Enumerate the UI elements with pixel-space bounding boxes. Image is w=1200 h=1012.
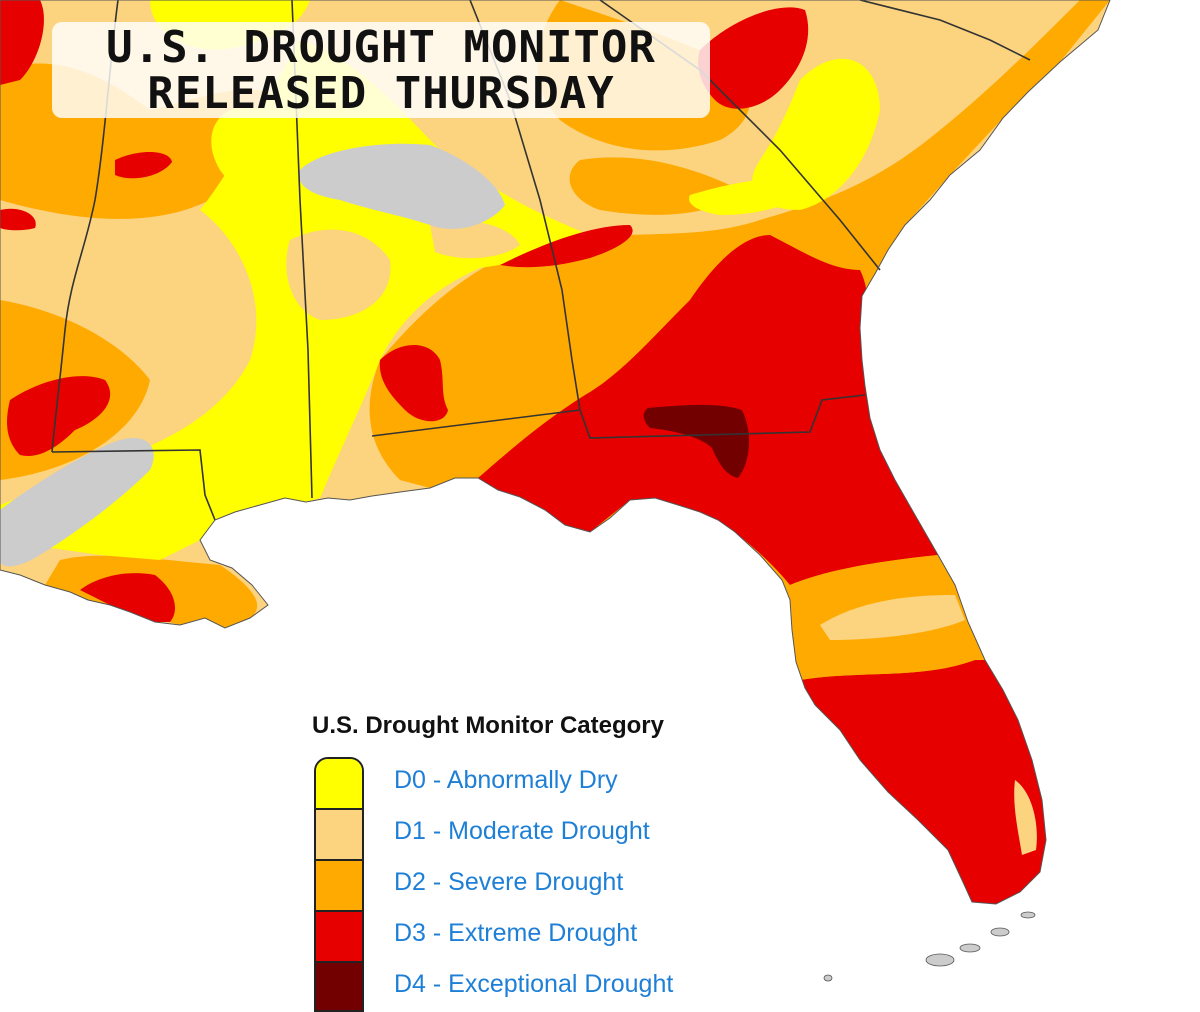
ms-la-border xyxy=(51,449,216,521)
d3-region xyxy=(379,345,448,422)
ga-fl-border xyxy=(579,394,866,439)
key-island xyxy=(823,974,833,982)
legend-label-d1: D1 - Moderate Drought xyxy=(394,817,650,845)
no-data-region xyxy=(299,143,505,229)
legend-swatch-d3 xyxy=(316,912,362,963)
d3-region xyxy=(698,7,809,109)
nc-sc-border xyxy=(859,0,1031,61)
d1-pocket xyxy=(430,221,520,259)
legend-label-d4: D4 - Exceptional Drought xyxy=(394,970,674,998)
legend-color-bar xyxy=(314,757,364,1012)
legend-swatch-d0 xyxy=(316,759,362,810)
al-fl-border xyxy=(371,409,581,437)
no-data-region xyxy=(0,438,154,567)
title-banner: U.S. DROUGHT MONITOR RELEASED THURSDAY xyxy=(52,22,710,119)
legend-swatch-d1 xyxy=(316,810,362,861)
legend-label-d0: D0 - Abnormally Dry xyxy=(394,766,618,794)
legend-label-d2: D2 - Severe Drought xyxy=(394,868,624,896)
state-borders xyxy=(51,0,1031,521)
d3-region xyxy=(500,225,633,268)
d3-region xyxy=(0,208,36,231)
legend-label-d3: D3 - Extreme Drought xyxy=(394,919,638,947)
d3-region xyxy=(7,376,111,456)
d3-region xyxy=(0,0,44,85)
d0-region xyxy=(211,107,300,192)
florida-keys xyxy=(823,911,1036,982)
d4-region xyxy=(643,404,750,478)
legend-swatch-d4 xyxy=(316,963,362,1010)
title-line-1: U.S. DROUGHT MONITOR xyxy=(106,22,656,73)
title-line-2: RELEASED THURSDAY xyxy=(147,68,615,119)
d1-pocket xyxy=(286,229,391,320)
key-island xyxy=(959,943,981,953)
d3-region xyxy=(80,573,175,622)
legend: U.S. Drought Monitor Category D0 - Abnor… xyxy=(312,712,732,1012)
legend-title: U.S. Drought Monitor Category xyxy=(312,712,664,739)
d0-region xyxy=(689,178,820,215)
key-island xyxy=(925,953,955,967)
d3-region xyxy=(115,151,172,179)
key-island xyxy=(1020,911,1036,919)
d3-region xyxy=(800,660,1046,904)
d0-region xyxy=(752,58,880,210)
d1-pocket xyxy=(1014,780,1037,855)
legend-swatch-d2 xyxy=(316,861,362,912)
key-island xyxy=(990,927,1010,937)
d1-pocket xyxy=(820,595,965,640)
